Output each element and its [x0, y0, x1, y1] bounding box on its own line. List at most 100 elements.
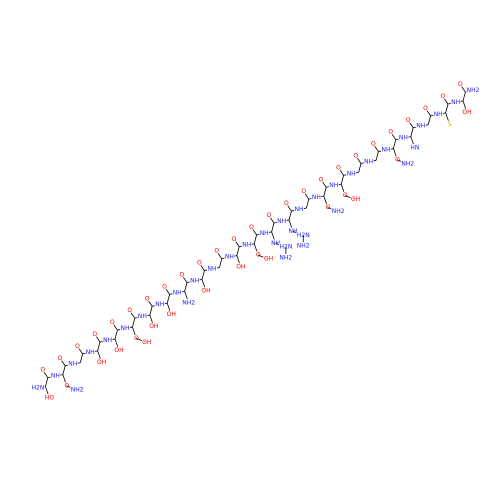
- bond: [66, 385, 78, 391]
- atom-label: H2N: [32, 385, 45, 392]
- bond: [216, 251, 223, 259]
- bond: [99, 340, 108, 343]
- bond: [134, 316, 143, 319]
- bond: [233, 239, 240, 247]
- bond: [327, 207, 339, 212]
- bond: [55, 374, 63, 377]
- bond: [219, 258, 223, 268]
- atom-label: NH2: [467, 87, 480, 94]
- bond: [323, 196, 329, 208]
- atom-label: OH: [149, 323, 158, 330]
- bond: [59, 358, 66, 366]
- bond: [271, 222, 275, 232]
- bond: [184, 282, 188, 292]
- atom-label: NH: [173, 289, 182, 296]
- bond: [445, 112, 451, 125]
- bond: [97, 350, 103, 363]
- bond: [465, 90, 474, 93]
- bond: [462, 100, 468, 113]
- atom-label: O: [40, 367, 45, 374]
- atom-label: O: [371, 141, 376, 148]
- bond: [181, 274, 188, 283]
- bond: [186, 280, 195, 283]
- atom-label: NH2: [297, 243, 310, 250]
- bond: [390, 132, 397, 140]
- bond: [132, 318, 136, 328]
- atom-label: HO: [45, 394, 55, 401]
- atom-label: O: [458, 81, 463, 88]
- atom-label: NH: [329, 182, 338, 189]
- atom-label: O: [336, 164, 341, 171]
- bond: [360, 161, 369, 164]
- atom-label: NH: [312, 194, 321, 201]
- atom-label: O: [58, 355, 63, 362]
- bond: [114, 329, 118, 340]
- bond: [72, 362, 81, 365]
- bond: [253, 234, 257, 244]
- atom-label: O: [75, 343, 80, 350]
- atom-label: NH: [260, 230, 269, 237]
- atom-label: O: [423, 105, 428, 112]
- bond: [273, 221, 282, 224]
- bond: [79, 353, 83, 363]
- bond: [268, 215, 275, 224]
- bond: [281, 219, 290, 222]
- atom-label: NH: [347, 170, 356, 177]
- bond: [159, 302, 168, 306]
- bond: [291, 209, 300, 212]
- bond: [455, 100, 464, 103]
- atom-label: NH2: [182, 299, 195, 306]
- bond: [149, 306, 153, 316]
- atom-label: O: [180, 272, 185, 279]
- bond: [236, 255, 242, 268]
- atom-label: NH: [138, 313, 147, 320]
- atom-label: O: [249, 224, 254, 231]
- bond: [303, 191, 310, 200]
- atom-label: O: [145, 295, 150, 302]
- atom-label: NH2: [332, 208, 345, 215]
- bond: [438, 112, 446, 115]
- bond: [403, 136, 411, 139]
- bond: [323, 187, 327, 197]
- bond: [62, 374, 68, 387]
- atom-label: O: [93, 331, 98, 338]
- bond: [149, 315, 155, 327]
- bond: [343, 173, 352, 176]
- atom-label: O: [441, 93, 446, 100]
- bond: [42, 370, 49, 378]
- atom-label: OH: [97, 359, 106, 366]
- bond: [166, 303, 172, 315]
- atom-label: OH: [236, 264, 245, 271]
- bond: [271, 231, 277, 244]
- atom-label: NH: [121, 325, 130, 332]
- bond: [292, 231, 304, 236]
- bond: [65, 363, 73, 367]
- atom-label: O: [267, 212, 272, 219]
- bond: [320, 179, 327, 188]
- bond: [166, 294, 170, 304]
- bond: [447, 102, 456, 105]
- bond: [338, 167, 344, 176]
- atom-label: NH: [86, 349, 95, 356]
- atom-label: O: [319, 176, 324, 183]
- bond: [393, 148, 398, 161]
- atom-label: NH: [51, 373, 60, 380]
- bond: [201, 279, 207, 292]
- bond: [459, 84, 466, 93]
- atom-label: NH: [155, 301, 164, 308]
- bond: [445, 103, 449, 113]
- bond: [427, 115, 431, 125]
- bond: [397, 159, 408, 165]
- bond: [308, 197, 317, 200]
- atom-label: OH: [167, 311, 176, 318]
- bond: [306, 199, 310, 209]
- bond: [251, 227, 257, 236]
- bond: [256, 232, 265, 236]
- bond: [132, 326, 137, 339]
- bond: [47, 375, 56, 379]
- bond: [340, 184, 346, 196]
- atom-label: O: [127, 307, 132, 314]
- bond: [333, 183, 342, 187]
- bond: [45, 377, 49, 387]
